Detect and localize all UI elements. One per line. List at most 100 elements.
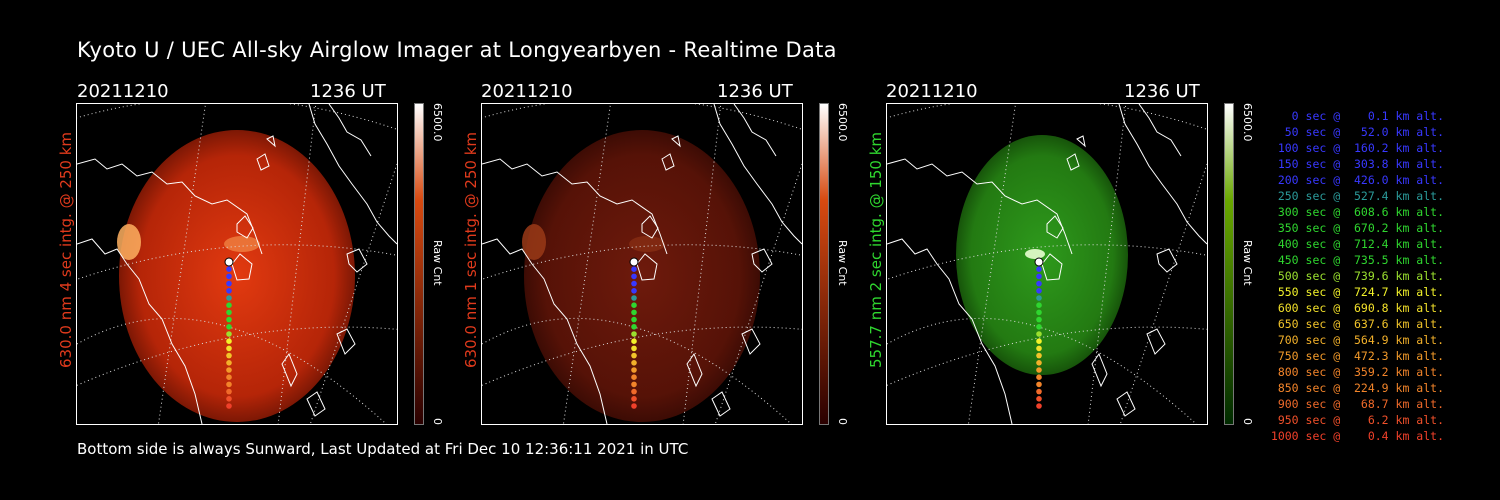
panel-1-colorbar-max: 6500.0: [431, 103, 444, 142]
legend-row: 650 sec @ 637.6 km alt.: [1277, 317, 1444, 331]
aurora-patch: [1025, 249, 1045, 259]
track-point: [631, 403, 637, 409]
allsky-emission: [119, 130, 355, 422]
track-point: [226, 367, 232, 373]
track-point: [226, 288, 232, 294]
track-point: [631, 388, 637, 395]
track-point: [226, 396, 232, 402]
legend-row: 250 sec @ 527.4 km alt.: [1277, 189, 1444, 203]
track-point: [631, 367, 637, 373]
legend-row: 600 sec @ 690.8 km alt.: [1277, 301, 1444, 315]
aurora-patch: [522, 224, 546, 260]
legend-row: 150 sec @ 303.8 km alt.: [1277, 157, 1444, 171]
update-footer: Bottom side is always Sunward, Last Upda…: [77, 440, 689, 458]
track-point: [226, 374, 232, 381]
track-point: [631, 396, 637, 402]
allsky-emission: [524, 130, 760, 422]
panel-2-map: [482, 104, 802, 424]
track-point: [631, 324, 637, 330]
track-point: [1036, 367, 1042, 373]
legend-row: 0 sec @ 0.1 km alt.: [1291, 109, 1444, 123]
track-point: [1036, 338, 1042, 344]
track-point: [1034, 257, 1044, 267]
track-point: [631, 381, 637, 388]
track-point: [1036, 295, 1042, 301]
track-point: [226, 273, 232, 280]
legend-row: 200 sec @ 426.0 km alt.: [1277, 173, 1444, 187]
page-title: Kyoto U / UEC All-sky Airglow Imager at …: [77, 38, 837, 62]
panel-3-date: 20211210: [886, 81, 978, 102]
track-point: [631, 345, 637, 352]
track-point: [631, 280, 637, 287]
track-point: [631, 309, 637, 316]
panel-2-colorbar-max: 6500.0: [836, 103, 849, 142]
track-point: [1036, 302, 1042, 308]
aurora-patch: [224, 236, 260, 252]
track-point: [226, 403, 232, 409]
track-point: [226, 266, 232, 272]
legend-row: 550 sec @ 724.7 km alt.: [1277, 285, 1444, 299]
track-point: [631, 288, 637, 294]
panel-3-time: 1236 UT: [1124, 81, 1200, 102]
legend-row: 950 sec @ 6.2 km alt.: [1277, 413, 1444, 427]
panel-1-date: 20211210: [77, 81, 169, 102]
track-point: [631, 352, 637, 359]
panel-3-colorbar-unit: Raw Cnt: [1241, 240, 1254, 286]
panel-3-colorbar-min: 0: [1241, 418, 1254, 425]
legend-row: 450 sec @ 735.5 km alt.: [1277, 253, 1444, 267]
track-point: [1036, 374, 1042, 381]
panel-1-colorbar-min: 0: [431, 418, 444, 425]
track-point: [1036, 316, 1042, 323]
panel-2-colorbar: [819, 103, 829, 425]
track-point: [226, 338, 232, 344]
track-point: [1036, 360, 1042, 366]
track-point: [631, 316, 637, 323]
track-point: [1036, 309, 1042, 316]
track-point: [631, 360, 637, 366]
track-point: [226, 331, 232, 337]
coastlines: [77, 104, 397, 424]
track-point: [631, 331, 637, 337]
track-point: [1036, 388, 1042, 395]
graticule: [482, 104, 802, 424]
track-point: [226, 309, 232, 316]
legend-row: 850 sec @ 224.9 km alt.: [1277, 381, 1444, 395]
track-point: [1036, 273, 1042, 280]
legend-row: 750 sec @ 472.3 km alt.: [1277, 349, 1444, 363]
track-point: [226, 360, 232, 366]
track-point: [1036, 288, 1042, 294]
legend-row: 900 sec @ 68.7 km alt.: [1277, 397, 1444, 411]
panel-2-colorbar-unit: Raw Cnt: [836, 240, 849, 286]
panel-3-allsky-image: [886, 103, 1208, 425]
panel-1-wavelength-label: 630.0 nm 4 sec intg. @ 250 km: [57, 131, 75, 368]
legend-row: 100 sec @ 160.2 km alt.: [1277, 141, 1444, 155]
panel-3-colorbar-max: 6500.0: [1241, 103, 1254, 142]
track-point: [631, 273, 637, 280]
legend-row: 800 sec @ 359.2 km alt.: [1277, 365, 1444, 379]
legend-row: 350 sec @ 670.2 km alt.: [1277, 221, 1444, 235]
panel-2-date: 20211210: [481, 81, 573, 102]
panel-1-time: 1236 UT: [310, 81, 386, 102]
track-point: [631, 374, 637, 381]
track-point: [1036, 381, 1042, 388]
track-point: [226, 280, 232, 287]
coastlines: [482, 104, 802, 424]
coastlines: [887, 104, 1207, 424]
track-point: [1036, 352, 1042, 359]
track-point: [226, 345, 232, 352]
track-point: [1036, 266, 1042, 272]
aurora-patch: [629, 236, 665, 252]
panel-2-wavelength-label: 630.0 nm 1 sec intg. @ 250 km: [462, 131, 480, 368]
track-point: [226, 295, 232, 301]
track-point: [226, 352, 232, 359]
panel-1-allsky-image: [76, 103, 398, 425]
graticule: [887, 104, 1207, 424]
track-point: [226, 316, 232, 323]
track-point: [631, 302, 637, 308]
legend-row: 300 sec @ 608.6 km alt.: [1277, 205, 1444, 219]
panel-1-map: [77, 104, 397, 424]
track-point: [1036, 345, 1042, 352]
track-point: [629, 257, 639, 267]
legend-row: 400 sec @ 712.4 km alt.: [1277, 237, 1444, 251]
panel-3-map: [887, 104, 1207, 424]
